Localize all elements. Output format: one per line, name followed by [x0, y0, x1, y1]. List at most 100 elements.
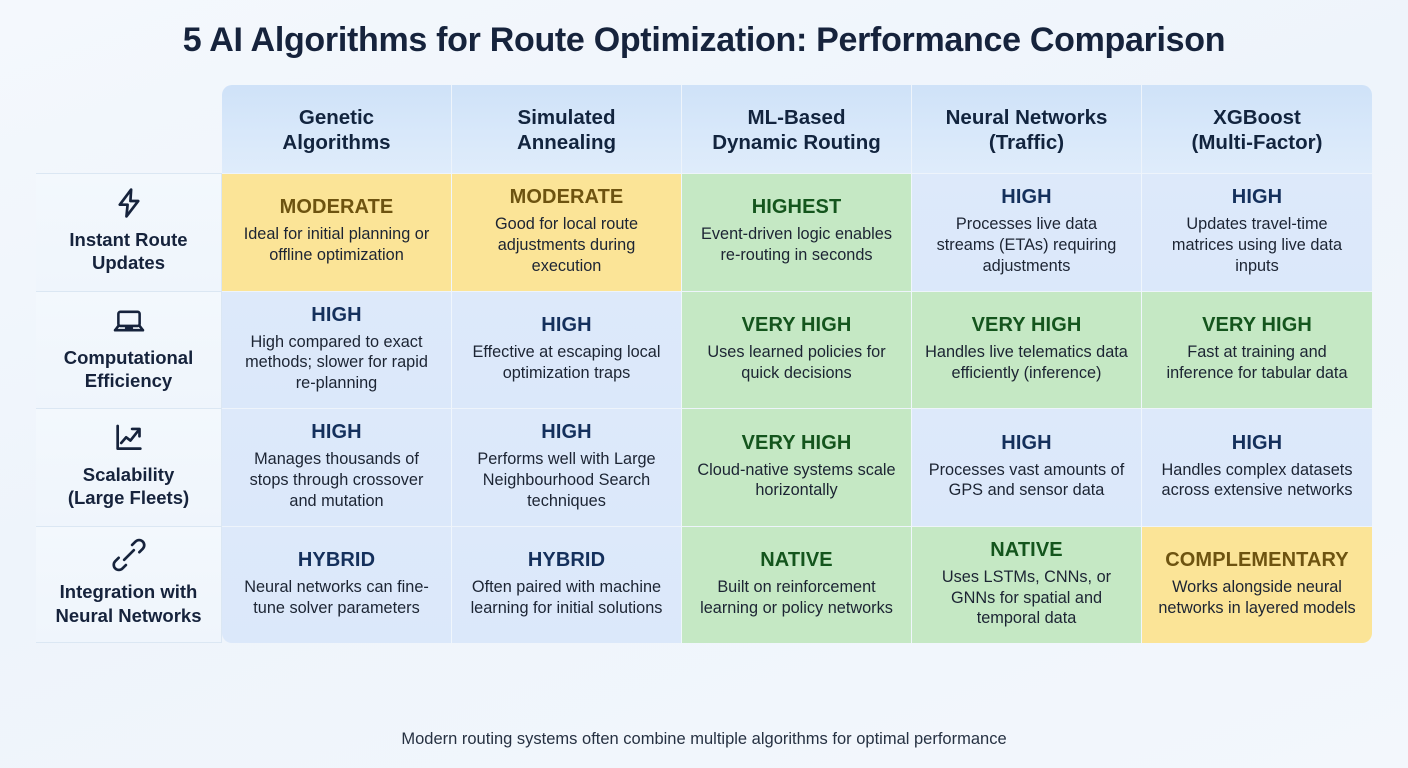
cell-r1c5: HIGH Updates travel-time matrices using … [1142, 173, 1372, 291]
column-header-line1: XGBoost [1213, 106, 1301, 129]
cell-r4c3: NATIVE Built on reinforcement learning o… [682, 525, 912, 644]
table-row: Scalability (Large Fleets) HIGH Manages … [36, 408, 1372, 526]
cell-level: HIGH [541, 314, 592, 336]
cell-description: High compared to exact methods; slower f… [245, 332, 428, 393]
column-header-line2: (Traffic) [988, 131, 1065, 154]
cell-r3c2: HIGH Performs well with Large Neighbourh… [452, 408, 682, 526]
cell-r3c5: HIGH Handles complex datasets across ext… [1142, 408, 1372, 526]
cell-level: HIGH [1001, 186, 1052, 208]
column-header-line1: Genetic [298, 106, 375, 129]
cell-description: Neural networks can fine-tune solver par… [244, 578, 429, 618]
table-row: Computational Efficiency HIGH High compa… [36, 290, 1372, 409]
column-header-simulated-annealing: Simulated Annealing [452, 85, 682, 173]
column-header-line2: Dynamic Routing [712, 131, 881, 154]
row-label-line1: Scalability [82, 464, 175, 486]
cell-level: COMPLEMENTARY [1165, 549, 1349, 572]
column-header-line1: ML-Based [747, 106, 846, 129]
cell-level: NATIVE [990, 538, 1063, 561]
cell-description: Often paired with machine learning for i… [470, 578, 663, 618]
cell-r2c1: HIGH High compared to exact methods; slo… [222, 290, 452, 409]
cell-level: HIGH [1231, 186, 1283, 208]
column-header-ml-based-dynamic-routing: ML-Based Dynamic Routing [682, 85, 912, 173]
cell-description: Built on reinforcement learning or polic… [700, 578, 893, 618]
cell-r2c3: VERY HIGH Uses learned policies for quic… [682, 290, 912, 409]
cell-description: Cloud-native systems scale horizontally [697, 460, 896, 500]
corner-cell [36, 85, 222, 173]
column-header-line2: Annealing [516, 131, 617, 154]
cell-r2c4: VERY HIGH Handles live telematics data e… [912, 290, 1142, 409]
cell-description: Event-driven logic enables re-routing in… [701, 225, 892, 265]
link-chain-icon [48, 538, 209, 572]
cell-r4c4: NATIVE Uses LSTMs, CNNs, or GNNs for spa… [912, 525, 1142, 644]
cell-level: HIGH [1231, 431, 1283, 454]
row-label-integration-with-neural-networks: Integration with Neural Networks [36, 525, 222, 644]
cell-level: HIGHEST [751, 196, 842, 219]
cell-description: Manages thousands of stops through cross… [249, 450, 424, 510]
cell-r2c5: VERY HIGH Fast at training and inference… [1142, 290, 1372, 409]
cell-level: HIGH [311, 303, 362, 326]
table-body: Instant Route Updates MODERATE Ideal for… [36, 173, 1372, 644]
cell-description: Processes live data streams (ETAs) requi… [936, 215, 1117, 275]
row-label-computational-efficiency: Computational Efficiency [36, 290, 222, 409]
column-header-genetic-algorithms: Genetic Algorithms [222, 85, 452, 173]
cell-description: Handles complex datasets across extensiv… [1161, 460, 1353, 500]
page-title: 5 AI Algorithms for Route Optimization: … [182, 21, 1226, 59]
cell-description: Effective at escaping local optimization… [472, 343, 661, 382]
cell-description: Processes vast amounts of GPS and sensor… [928, 460, 1125, 500]
table-row: Instant Route Updates MODERATE Ideal for… [36, 173, 1372, 291]
cell-level: HYBRID [297, 549, 376, 572]
column-header-line2: (Multi-Factor) [1191, 131, 1323, 154]
row-label-line1: Computational [63, 346, 194, 368]
laptop-icon [48, 304, 209, 338]
cell-description: Uses LSTMs, CNNs, or GNNs for spatial an… [941, 567, 1112, 628]
row-label-line2: (Large Fleets) [67, 487, 190, 509]
column-header-line2: Algorithms [282, 131, 391, 154]
row-label-line1: Instant Route [69, 229, 188, 251]
cell-level: VERY HIGH [1202, 314, 1312, 336]
cell-level: NATIVE [760, 549, 833, 572]
column-header-neural-networks-traffic: Neural Networks (Traffic) [912, 85, 1142, 173]
column-header-xgboost-multi-factor: XGBoost (Multi-Factor) [1142, 85, 1372, 173]
cell-description: Handles live telematics data efficiently… [925, 343, 1128, 382]
row-label-line2: Updates [92, 252, 165, 274]
table-row: Integration with Neural Networks HYBRID … [36, 525, 1372, 644]
trending-up-chart-icon [48, 421, 209, 455]
cell-r1c3: HIGHEST Event-driven logic enables re-ro… [682, 173, 912, 291]
cell-description: Ideal for initial planning or offline op… [243, 225, 430, 265]
cell-description: Updates travel-time matrices using live … [1171, 215, 1343, 275]
cell-level: VERY HIGH [741, 431, 852, 454]
cell-r4c2: HYBRID Often paired with machine learnin… [452, 525, 682, 644]
comparison-table: Genetic Algorithms Simulated Annealing M… [36, 85, 1372, 644]
cell-r4c1: HYBRID Neural networks can fine-tune sol… [222, 525, 452, 644]
cell-description: Performs well with Large Neighbourhood S… [477, 450, 656, 510]
header-row: Genetic Algorithms Simulated Annealing M… [36, 85, 1372, 173]
row-label-line2: Efficiency [84, 369, 173, 391]
cell-level: MODERATE [509, 186, 624, 208]
row-label-line2: Neural Networks [55, 604, 202, 626]
cell-r3c4: HIGH Processes vast amounts of GPS and s… [912, 408, 1142, 526]
cell-level: HIGH [541, 421, 592, 444]
table-header: Genetic Algorithms Simulated Annealing M… [36, 85, 1372, 173]
cell-r2c2: HIGH Effective at escaping local optimiz… [452, 290, 682, 409]
cell-level: VERY HIGH [971, 314, 1082, 336]
cell-level: HYBRID [527, 549, 606, 572]
cell-level: HIGH [311, 421, 362, 444]
cell-r1c4: HIGH Processes live data streams (ETAs) … [912, 173, 1142, 291]
cell-r4c5: COMPLEMENTARY Works alongside neural net… [1142, 525, 1372, 644]
cell-r1c1: MODERATE Ideal for initial planning or o… [222, 173, 452, 291]
cell-description: Uses learned policies for quick decision… [707, 343, 886, 382]
cell-r3c1: HIGH Manages thousands of stops through … [222, 408, 452, 526]
column-header-line1: Neural Networks [945, 106, 1108, 129]
cell-level: MODERATE [279, 196, 394, 219]
cell-r1c2: MODERATE Good for local route adjustment… [452, 173, 682, 291]
cell-description: Fast at training and inference for tabul… [1166, 343, 1348, 382]
row-label-line1: Integration with [59, 581, 198, 603]
zap-icon [48, 186, 209, 220]
comparison-table-wrapper: Genetic Algorithms Simulated Annealing M… [36, 85, 1372, 718]
column-header-line1: Simulated [517, 106, 616, 129]
cell-level: VERY HIGH [741, 314, 852, 336]
cell-level: HIGH [1001, 431, 1052, 454]
cell-description: Works alongside neural networks in layer… [1158, 578, 1356, 618]
cell-r3c3: VERY HIGH Cloud-native systems scale hor… [682, 408, 912, 526]
